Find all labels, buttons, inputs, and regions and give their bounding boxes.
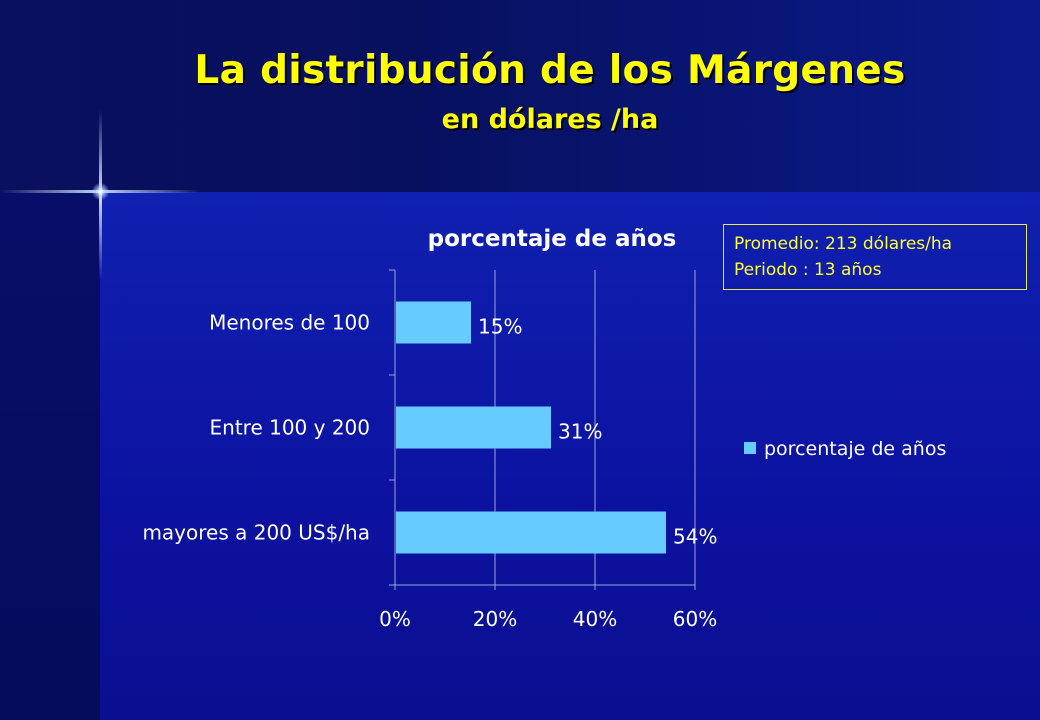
y-category-label: Entre 100 y 200 — [210, 416, 371, 440]
slide-title: La distribución de los Márgenes — [194, 48, 906, 93]
bar — [396, 406, 551, 449]
x-tick-label: 20% — [473, 607, 517, 631]
info-period: Periodo : 13 años — [734, 260, 882, 280]
x-tick-label: 40% — [573, 607, 617, 631]
axis-layer — [389, 269, 696, 590]
background-main — [100, 192, 1040, 720]
legend-label: porcentaje de años — [764, 438, 946, 460]
bar-layer — [396, 301, 666, 554]
info-box: Promedio: 213 dólares/ha Periodo : 13 añ… — [723, 224, 1027, 290]
slide-subtitle: en dólares /ha — [441, 104, 659, 135]
background-top — [0, 0, 1040, 192]
data-label: 31% — [558, 420, 602, 444]
sparkle-icon — [92, 183, 109, 200]
bar — [396, 301, 471, 344]
x-tick-label: 60% — [673, 607, 717, 631]
data-label: 54% — [673, 525, 717, 549]
chart-title: porcentaje de años — [428, 226, 677, 252]
legend-swatch — [744, 442, 756, 454]
x-tick-label: 0% — [379, 607, 411, 631]
legend: porcentaje de años — [744, 438, 946, 460]
background-left — [0, 192, 100, 720]
y-category-label: mayores a 200 US$/ha — [142, 521, 370, 545]
bar — [396, 511, 666, 554]
label-layer: 0% 20% 40% 60% Menores de 100 15% Entre 100 y … — [142, 311, 717, 632]
data-label: 15% — [478, 315, 522, 339]
info-average: Promedio: 213 dólares/ha — [734, 234, 953, 254]
y-category-label: Menores de 100 — [209, 311, 370, 335]
